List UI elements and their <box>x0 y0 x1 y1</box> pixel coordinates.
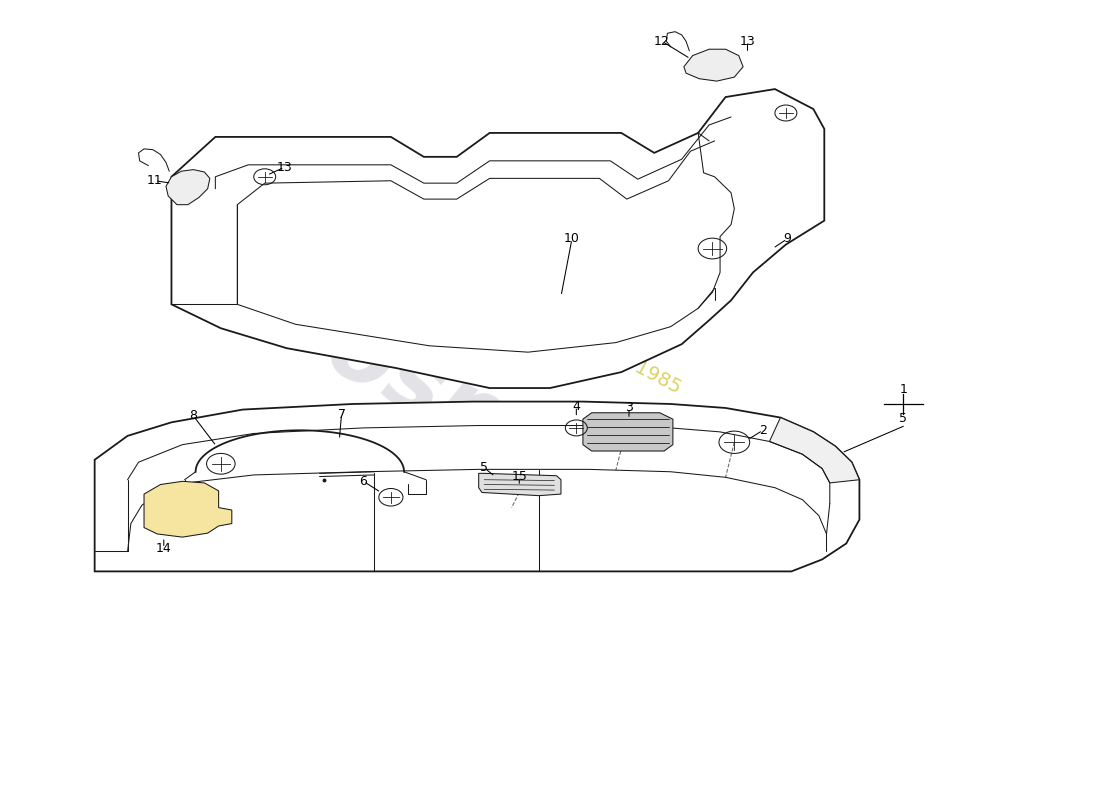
Polygon shape <box>684 50 744 81</box>
Text: 3: 3 <box>625 402 632 414</box>
Polygon shape <box>769 418 859 483</box>
Text: 15: 15 <box>512 470 527 483</box>
Text: 5: 5 <box>900 412 908 425</box>
Text: 13: 13 <box>276 161 293 174</box>
Polygon shape <box>166 170 210 205</box>
Text: a passion for parts since 1985: a passion for parts since 1985 <box>416 242 684 398</box>
Text: eurospares: eurospares <box>155 219 726 581</box>
Text: 14: 14 <box>156 542 172 554</box>
Polygon shape <box>95 402 859 571</box>
Polygon shape <box>144 482 232 537</box>
Text: 13: 13 <box>739 34 756 48</box>
Text: 5: 5 <box>481 462 488 474</box>
Polygon shape <box>583 413 673 451</box>
Text: 11: 11 <box>147 174 163 187</box>
Polygon shape <box>172 89 824 388</box>
Polygon shape <box>478 474 561 496</box>
Text: 2: 2 <box>759 424 767 437</box>
Text: 9: 9 <box>783 233 791 246</box>
Text: 6: 6 <box>360 475 367 488</box>
Text: 12: 12 <box>654 34 670 48</box>
Text: 1: 1 <box>900 383 908 396</box>
Text: 10: 10 <box>564 233 580 246</box>
Text: 8: 8 <box>189 410 197 422</box>
Text: 7: 7 <box>338 408 345 421</box>
Text: 4: 4 <box>572 400 581 413</box>
